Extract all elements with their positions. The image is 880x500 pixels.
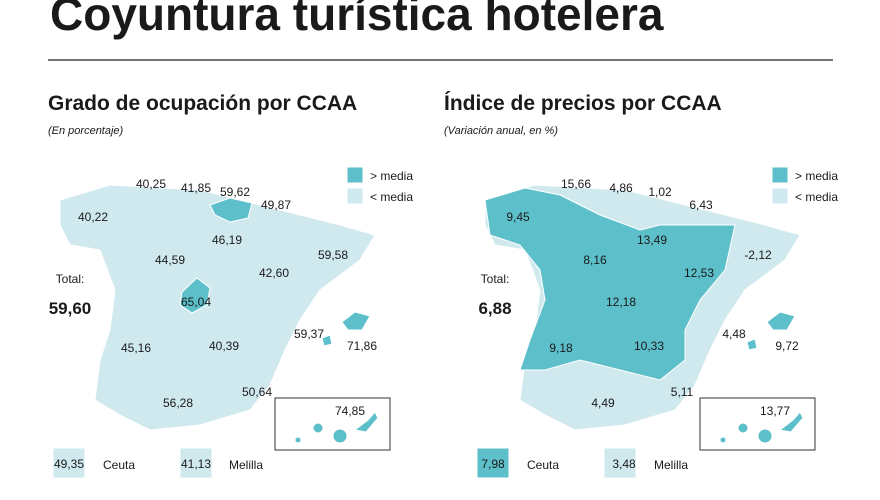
- region-value: 6,43: [689, 198, 713, 212]
- melilla-name: Melilla: [229, 458, 263, 472]
- region-value: 15,66: [561, 177, 591, 191]
- legend-swatch: [771, 166, 789, 184]
- melilla-name: Melilla: [654, 458, 688, 472]
- map-title: Índice de precios por CCAA: [444, 92, 722, 115]
- region-value: 42,60: [259, 266, 289, 280]
- island: [778, 411, 804, 433]
- map-subtitle: (En porcentaje): [48, 125, 124, 137]
- region-value: 41,85: [181, 181, 211, 195]
- legend-label: > media: [795, 169, 838, 183]
- region-value: 13,77: [760, 404, 790, 418]
- region-value: 4,49: [591, 396, 615, 410]
- ceuta-value: 49,35: [54, 457, 84, 471]
- region-value: 4,86: [609, 181, 633, 195]
- ceuta-name: Ceuta: [103, 458, 135, 472]
- total-label: Total:: [56, 272, 85, 286]
- region-value: 46,19: [212, 233, 242, 247]
- ceuta-value: 7,98: [481, 457, 505, 471]
- region-value: 9,18: [549, 341, 573, 355]
- region-value: 12,53: [684, 266, 714, 280]
- melilla-box: [179, 447, 213, 479]
- melilla-value: 3,48: [612, 457, 636, 471]
- region-value: 59,62: [220, 185, 250, 199]
- legend-label: < media: [370, 190, 413, 204]
- region-value: 40,39: [209, 339, 239, 353]
- region-value: 65,04: [181, 295, 211, 309]
- legend-swatch: [771, 187, 789, 205]
- region-value: 8,16: [583, 253, 607, 267]
- total-value: 6,88: [478, 299, 511, 318]
- mainland: [59, 184, 376, 431]
- inset-box: [274, 397, 391, 451]
- island: [312, 422, 324, 434]
- region-highlight: [179, 277, 211, 314]
- region-value: 4,48: [722, 327, 746, 341]
- main-title: Coyuntura turística hotelera: [50, 0, 664, 40]
- legend-label: < media: [795, 190, 838, 204]
- region-value: 71,86: [347, 339, 377, 353]
- region-value: 59,58: [318, 248, 348, 262]
- region-value: 44,59: [155, 253, 185, 267]
- region-value: 5,11: [671, 385, 694, 399]
- region-value: 59,37: [294, 327, 324, 341]
- island: [294, 436, 302, 444]
- legend-swatch: [346, 166, 364, 184]
- map-subtitle: (Variación anual, en %): [444, 125, 558, 137]
- island: [332, 428, 348, 444]
- region-value: 56,28: [163, 396, 193, 410]
- region-value: 50,64: [242, 385, 272, 399]
- map-occupancy: [52, 166, 391, 479]
- melilla-box: [603, 447, 637, 479]
- region-value: 49,87: [261, 198, 291, 212]
- island: [341, 311, 371, 331]
- region-value: 40,25: [136, 177, 166, 191]
- island: [737, 422, 749, 434]
- total-value: 59,60: [49, 299, 92, 318]
- region-value: 9,45: [506, 210, 530, 224]
- island: [719, 436, 727, 444]
- island: [746, 338, 758, 351]
- region-value: 1,02: [648, 185, 672, 199]
- region-highlight: [209, 197, 253, 223]
- island: [353, 411, 379, 433]
- region-value: 40,22: [78, 210, 108, 224]
- region-value: 13,49: [637, 233, 667, 247]
- island: [766, 311, 796, 331]
- inset-box: [699, 397, 816, 451]
- region-value: -2,12: [744, 248, 772, 262]
- region-value: 9,72: [775, 339, 799, 353]
- island: [757, 428, 773, 444]
- ceuta-name: Ceuta: [527, 458, 559, 472]
- ceuta-box: [476, 447, 510, 479]
- map-title: Grado de ocupación por CCAA: [48, 92, 357, 115]
- legend-label: > media: [370, 169, 413, 183]
- total-label: Total:: [481, 272, 510, 286]
- ceuta-box: [52, 447, 86, 479]
- region-value: 12,18: [606, 295, 636, 309]
- legend-swatch: [346, 187, 364, 205]
- region-value: 74,85: [335, 404, 365, 418]
- island: [321, 334, 333, 347]
- region-value: 45,16: [121, 341, 151, 355]
- region-highlight: [484, 187, 736, 381]
- map-prices: [476, 166, 816, 479]
- region-value: 10,33: [634, 339, 664, 353]
- melilla-value: 41,13: [181, 457, 211, 471]
